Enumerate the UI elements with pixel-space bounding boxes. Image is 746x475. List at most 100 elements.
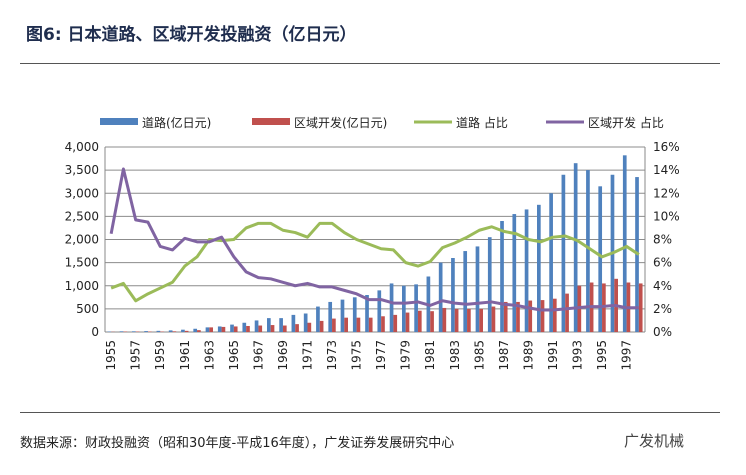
bar-road bbox=[573, 163, 578, 332]
y-left-tick-label: 2,500 bbox=[65, 209, 99, 223]
legend-label: 道路 占比 bbox=[456, 115, 508, 130]
legend-label: 道路(亿日元) bbox=[142, 115, 211, 130]
bar-regional bbox=[258, 325, 263, 332]
bar-regional bbox=[638, 283, 643, 332]
bar-regional bbox=[270, 325, 275, 332]
figure-title: 图6: 日本道路、区域开发投融资（亿日元） bbox=[26, 25, 357, 45]
x-tick-label: 1981 bbox=[423, 340, 437, 371]
bar-road bbox=[414, 284, 418, 332]
bar-road bbox=[500, 221, 504, 332]
bar-regional bbox=[307, 322, 312, 332]
bar-regional bbox=[368, 317, 373, 332]
bar-road bbox=[451, 258, 455, 332]
line-regional-share bbox=[109, 167, 639, 312]
x-tick-label: 1967 bbox=[251, 340, 265, 371]
bar-road bbox=[389, 283, 394, 332]
y-left-tick-label: 0 bbox=[91, 325, 99, 339]
bar-road bbox=[340, 299, 345, 332]
bar-road bbox=[267, 318, 271, 332]
x-tick-label: 1985 bbox=[472, 340, 486, 371]
bar-regional bbox=[319, 320, 324, 332]
bar-regional bbox=[528, 300, 533, 332]
bar-regional bbox=[516, 301, 520, 332]
bar-regional bbox=[393, 314, 398, 332]
legend-label: 区域开发 占比 bbox=[588, 115, 664, 130]
x-tick-label: 1971 bbox=[301, 340, 315, 371]
source-note: 数据来源：财政投融资（昭和30年度-平成16年度），广发证券发展研究中心 bbox=[20, 436, 455, 451]
bar-road bbox=[132, 331, 136, 332]
legend-swatch bbox=[100, 118, 138, 125]
watermark-logo: 广发机械 bbox=[624, 432, 685, 450]
x-tick-label: 1987 bbox=[497, 340, 511, 371]
x-tick-label: 1995 bbox=[595, 340, 609, 371]
x-tick-label: 1957 bbox=[129, 340, 143, 371]
bar-regional bbox=[209, 327, 213, 332]
y-right-tick-label: 6% bbox=[653, 256, 672, 270]
bar-regional bbox=[295, 324, 299, 332]
bar-road bbox=[524, 209, 529, 332]
bar-road bbox=[402, 285, 406, 332]
legend-swatch bbox=[252, 118, 290, 125]
bar-road bbox=[561, 174, 566, 332]
x-tick-label: 1963 bbox=[202, 340, 216, 371]
bar-road bbox=[598, 186, 603, 332]
bar-regional bbox=[540, 300, 545, 332]
bar-road bbox=[181, 329, 185, 332]
y-left-tick-label: 1,500 bbox=[65, 256, 99, 270]
bar-road bbox=[217, 326, 222, 332]
bar-regional bbox=[184, 330, 189, 332]
bar-regional bbox=[552, 298, 557, 332]
x-tick-label: 1965 bbox=[227, 340, 241, 371]
bar-road bbox=[230, 324, 234, 332]
bar-regional bbox=[405, 312, 410, 332]
x-tick-label: 1993 bbox=[571, 340, 585, 371]
x-tick-label: 1975 bbox=[350, 340, 364, 371]
bar-road bbox=[193, 328, 198, 332]
bar-road bbox=[279, 318, 283, 332]
bar-road bbox=[119, 331, 124, 332]
y-left-tick-label: 3,000 bbox=[65, 186, 99, 200]
bar-road bbox=[144, 331, 148, 332]
bar-road bbox=[352, 297, 357, 332]
x-tick-label: 1955 bbox=[104, 340, 118, 371]
bar-road bbox=[487, 237, 492, 332]
bar-regional bbox=[344, 317, 348, 332]
y-left-tick-label: 1,000 bbox=[65, 279, 99, 293]
bar-regional bbox=[417, 310, 422, 332]
y-right-tick-label: 2% bbox=[653, 302, 672, 316]
top-divider bbox=[20, 63, 720, 64]
x-tick-label: 1977 bbox=[374, 340, 388, 371]
bar-road bbox=[365, 295, 369, 332]
y-right-tick-label: 14% bbox=[653, 163, 680, 177]
bar-road bbox=[242, 322, 247, 332]
bar-road bbox=[303, 313, 308, 332]
bar-regional bbox=[381, 316, 385, 332]
x-tick-label: 1983 bbox=[448, 340, 462, 371]
y-left-tick-label: 3,500 bbox=[65, 163, 99, 177]
bar-road bbox=[168, 330, 173, 332]
y-left-tick-label: 4,000 bbox=[65, 140, 99, 154]
x-tick-label: 1961 bbox=[178, 340, 192, 371]
bar-road bbox=[586, 170, 590, 332]
x-tick-label: 1969 bbox=[276, 340, 290, 371]
bar-road bbox=[316, 306, 320, 332]
bar-road bbox=[549, 193, 553, 332]
bar-regional bbox=[479, 308, 483, 332]
x-tick-label: 1973 bbox=[325, 340, 339, 371]
bar-regional bbox=[221, 326, 226, 332]
bar-regional bbox=[565, 293, 569, 332]
bar-road bbox=[438, 262, 443, 332]
y-right-tick-label: 10% bbox=[653, 209, 680, 223]
bar-regional bbox=[197, 330, 201, 332]
bar-road bbox=[291, 314, 296, 332]
bar-road bbox=[537, 204, 541, 332]
y-left-tick-label: 500 bbox=[76, 302, 99, 316]
y-right-tick-label: 4% bbox=[653, 279, 672, 293]
bar-regional bbox=[332, 318, 336, 332]
bar-road bbox=[463, 251, 468, 332]
bar-road bbox=[156, 330, 161, 332]
bar-road bbox=[475, 246, 480, 332]
bar-road bbox=[377, 290, 382, 332]
x-tick-label: 1979 bbox=[399, 340, 413, 371]
